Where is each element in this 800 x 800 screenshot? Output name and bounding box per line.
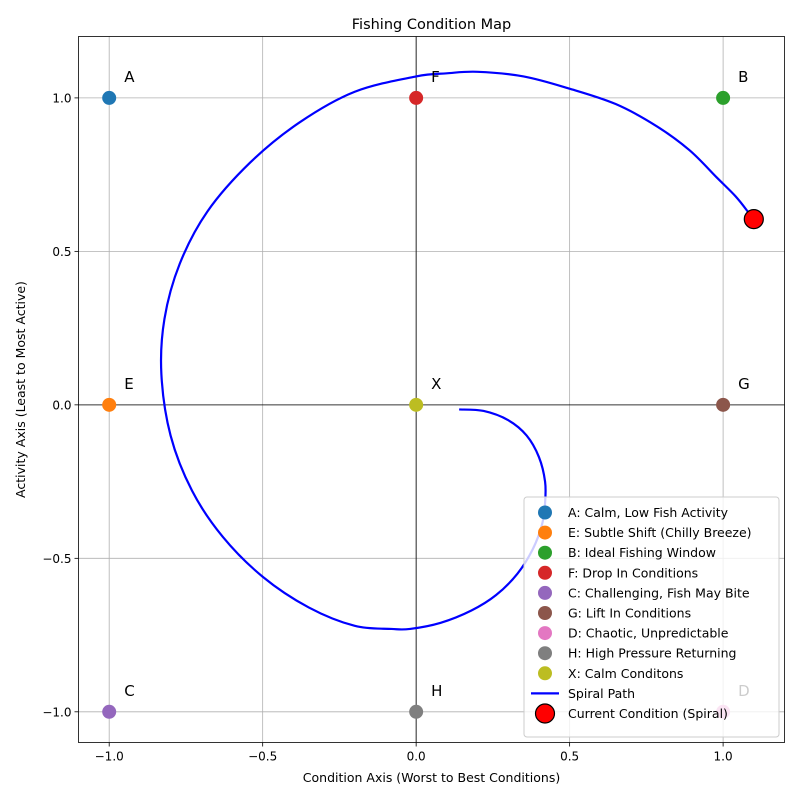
point-x (409, 397, 424, 412)
legend-label: D: Chaotic, Unpredictable (568, 626, 729, 641)
chart-title: Fishing Condition Map (352, 17, 512, 33)
y-tick-label: −0.5 (42, 552, 71, 566)
x-tick-label: −1.0 (95, 750, 124, 764)
legend-label: A: Calm, Low Fish Activity (568, 505, 729, 520)
legend-marker (538, 505, 552, 520)
x-tick-label: −0.5 (248, 750, 277, 764)
point-a (102, 90, 117, 105)
legend-label: F: Drop In Conditions (568, 565, 698, 580)
point-c (102, 704, 117, 719)
point-f (409, 90, 424, 105)
legend-label: G: Lift In Conditions (568, 606, 691, 621)
legend-label: Current Condition (Spiral) (568, 706, 728, 721)
y-axis-ticks: −1.0 −0.5 0.0 0.5 1.0 (42, 91, 79, 719)
legend-marker (538, 545, 552, 560)
legend-label: X: Calm Conditons (568, 666, 683, 681)
point-label-a: A (124, 68, 135, 86)
x-tick-label: 1.0 (714, 750, 733, 764)
legend-label: E: Subtle Shift (Chilly Breeze) (568, 525, 752, 540)
point-label-e: E (124, 375, 133, 393)
y-tick-label: 1.0 (52, 91, 71, 105)
x-axis-ticks: −1.0 −0.5 0.0 0.5 1.0 (95, 742, 733, 764)
x-tick-label: 0.5 (560, 750, 579, 764)
legend-label: C: Challenging, Fish May Bite (568, 585, 750, 600)
legend-label: H: High Pressure Returning (568, 646, 736, 661)
legend-current-marker (534, 703, 556, 724)
point-label-f: F (431, 68, 440, 86)
y-tick-label: 0.0 (52, 398, 71, 412)
plot-frame (78, 36, 785, 743)
current-layer (743, 209, 764, 230)
x-tick-label: 0.0 (407, 750, 426, 764)
x-axis-label: Condition Axis (Worst to Best Conditions… (303, 770, 560, 785)
point-h (409, 704, 424, 719)
y-tick-label: −1.0 (42, 705, 71, 719)
zero-lines (78, 36, 785, 743)
point-label-g: G (738, 375, 750, 393)
legend-label: B: Ideal Fishing Window (568, 545, 716, 560)
legend-marker (538, 565, 552, 580)
legend-marker (538, 646, 552, 661)
y-tick-label: 0.5 (52, 245, 71, 259)
point-label-b: B (738, 68, 748, 86)
point-e (102, 397, 117, 412)
point-b (716, 90, 731, 105)
legend-marker (538, 525, 552, 540)
y-axis-label: Activity Axis (Least to Most Active) (13, 281, 28, 498)
legend-marker (538, 606, 552, 620)
legend-marker (538, 585, 552, 600)
point-label-x: X (431, 375, 441, 393)
legend-box (523, 496, 780, 738)
legend: A: Calm, Low Fish Activity E: Subtle Shif… (523, 496, 780, 738)
point-g (716, 397, 731, 412)
point-label-c: C (124, 682, 134, 700)
current-condition-marker (743, 209, 764, 230)
legend-label: Spiral Path (568, 686, 635, 701)
legend-marker (538, 626, 552, 641)
point-label-h: H (431, 682, 442, 700)
legend-marker (538, 666, 552, 681)
